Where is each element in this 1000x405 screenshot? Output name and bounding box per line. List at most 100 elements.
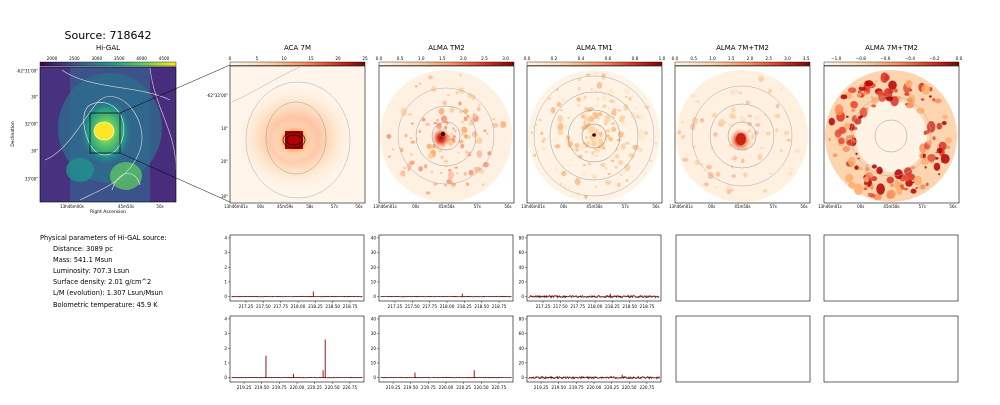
map-noise-speck xyxy=(584,195,588,200)
map-noise-speck xyxy=(840,94,848,100)
map-colorbar-tick-label: −0.6 xyxy=(880,56,891,61)
map-noise-speck xyxy=(591,140,597,147)
map-colorbar-tick-label: 1.0 xyxy=(418,56,425,61)
map-noise-speck xyxy=(786,138,791,142)
hi-gal-colorbar-tick-label: 2500 xyxy=(69,56,80,61)
map-noise-speck xyxy=(587,162,592,166)
map-noise-speck xyxy=(530,131,533,134)
map-noise-speck xyxy=(617,108,622,112)
hi-gal-y-tick-label: 30" xyxy=(31,149,38,154)
spectrum-y-tick-label: 40 xyxy=(371,235,377,240)
map-noise-speck xyxy=(604,167,608,170)
spectrum-x-tick-label: 220.25 xyxy=(456,385,471,390)
map-noise-speck xyxy=(569,158,573,162)
map-colorbar-tick-label: 0.0 xyxy=(672,56,679,61)
map-noise-speck xyxy=(416,137,419,140)
hi-gal-y-tick-label: 32'00" xyxy=(25,122,38,127)
map-noise-speck xyxy=(624,163,631,172)
map-noise-speck xyxy=(600,162,606,168)
map-noise-speck xyxy=(728,123,735,127)
map-noise-speck xyxy=(436,118,440,123)
map-noise-speck xyxy=(854,183,863,196)
spectrum-x-tick-label: 217.50 xyxy=(553,304,568,309)
spectrum-x-tick-label: 217.75 xyxy=(570,304,585,309)
map-noise-speck xyxy=(418,129,422,133)
spectrum-y-tick-label: 3 xyxy=(224,331,227,336)
map-noise-speck xyxy=(590,88,594,91)
spectrum-x-tick-label: 218.00 xyxy=(588,304,603,309)
map-noise-speck xyxy=(585,136,588,139)
map-noise-speck xyxy=(863,84,867,86)
spectrum-x-tick-label: 219.75 xyxy=(569,385,584,390)
map-noise-speck xyxy=(600,143,605,148)
map-noise-speck xyxy=(915,187,918,189)
map-x-tick-label: 13h46m01s xyxy=(818,204,842,209)
spectrum-line xyxy=(380,376,512,379)
map-noise-speck xyxy=(738,155,742,158)
hi-gal-y-tick-label: 30" xyxy=(31,95,38,100)
spectrum-plot: 0 1 2 3 4 219.25 219.50 219.75 220.00 220.25 220.5… xyxy=(224,315,365,390)
map-x-tick-label: 45m59s xyxy=(277,204,293,209)
map-noise-speck xyxy=(409,137,412,140)
map-noise-speck xyxy=(681,121,684,124)
map-noise-speck xyxy=(834,104,844,116)
map-noise-speck xyxy=(730,157,734,160)
spectrum-frame xyxy=(378,234,514,302)
map-noise-speck xyxy=(745,100,750,105)
map-noise-speck xyxy=(731,107,736,113)
map-noise-speck xyxy=(533,153,537,157)
map-noise-speck xyxy=(859,107,868,118)
map-noise-speck xyxy=(846,139,855,146)
map-colorbar-tick-label: 0.0 xyxy=(524,56,531,61)
map-noise-speck xyxy=(638,148,642,151)
map-noise-speck xyxy=(775,103,780,109)
map-noise-speck xyxy=(598,117,601,120)
spectrum-x-tick-label: 218.50 xyxy=(622,304,637,309)
map-noise-speck xyxy=(617,131,624,138)
map-colorbar-tick-label: 1.0 xyxy=(659,56,666,61)
map-noise-speck xyxy=(486,131,489,136)
map-noise-speck xyxy=(691,116,699,126)
parameters-header: Physical parameters of Hi-GAL source: xyxy=(40,234,167,242)
map-noise-speck xyxy=(455,172,459,175)
spectrum-x-tick-label: 220.00 xyxy=(587,385,602,390)
map-noise-speck xyxy=(468,120,475,126)
map-colorbar xyxy=(823,61,960,66)
map-noise-speck xyxy=(790,167,794,171)
map-noise-speck xyxy=(569,138,574,142)
map-noise-speck xyxy=(536,149,539,153)
map-noise-speck xyxy=(843,122,851,130)
map-noise-speck xyxy=(866,164,869,167)
map-noise-speck xyxy=(714,186,717,189)
spectrum-y-tick-label: 2 xyxy=(224,346,227,351)
map-noise-speck xyxy=(482,183,485,187)
hi-gal-colorbar-tick-label: 2000 xyxy=(47,56,58,61)
map-noise-speck xyxy=(839,126,847,134)
map-x-tick-label: 57s xyxy=(770,204,777,209)
spectrum-x-tick-label: 220.50 xyxy=(474,385,489,390)
spectrum-y-tick-label: 0 xyxy=(224,375,227,380)
map-noise-speck xyxy=(463,171,467,176)
map-noise-speck xyxy=(709,147,713,151)
map-noise-speck xyxy=(425,122,431,126)
empty-spectrum-7m-tm2-top xyxy=(675,234,811,302)
map-noise-speck xyxy=(414,85,418,88)
map-noise-speck xyxy=(597,137,603,145)
map-noise-speck xyxy=(440,172,443,174)
map-noise-speck xyxy=(759,146,765,150)
map-noise-speck xyxy=(452,135,456,139)
map-noise-speck xyxy=(598,111,603,117)
map-noise-speck xyxy=(601,73,606,79)
source-title: Source: 718642 xyxy=(65,29,152,42)
map-noise-speck xyxy=(894,179,899,184)
map-x-tick-label: 57s xyxy=(474,204,481,209)
map-noise-speck xyxy=(906,98,913,103)
map-noise-speck xyxy=(910,165,916,169)
spectrum-x-tick-label: 220.75 xyxy=(492,385,507,390)
map-noise-speck xyxy=(466,114,470,118)
map-noise-speck xyxy=(851,108,856,112)
map-noise-speck xyxy=(928,95,932,98)
hi-gal-xlabel: Right Ascension xyxy=(90,209,126,215)
map-colorbar-tick-label: 0.4 xyxy=(578,56,585,61)
